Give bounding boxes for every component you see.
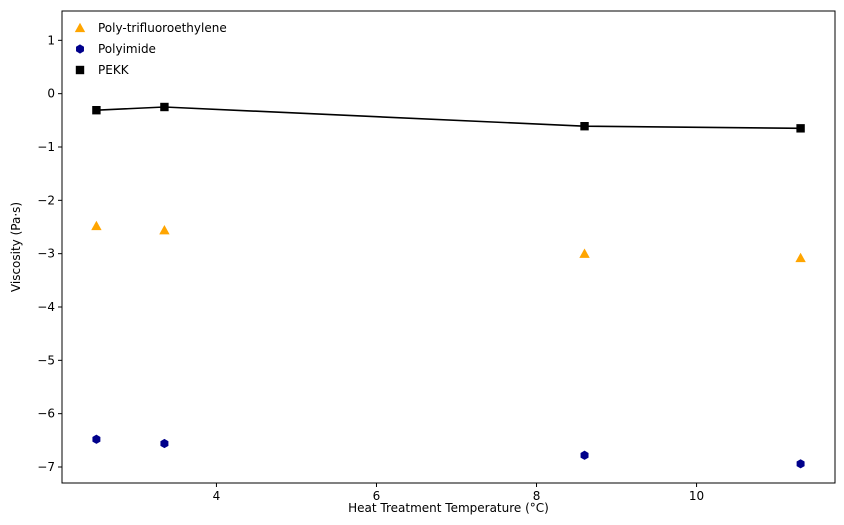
y-tick-label: 1	[47, 33, 55, 47]
legend-entry: Poly-trifluoroethylene	[74, 21, 227, 35]
x-axis-label: Heat Treatment Temperature (°C)	[348, 501, 549, 515]
y-tick-label: 0	[47, 87, 55, 101]
data-point	[91, 220, 102, 231]
plot-area	[62, 11, 835, 483]
plot-frame	[61, 10, 836, 484]
data-point	[92, 434, 101, 444]
series-layer	[91, 102, 806, 469]
y-tick-label: −4	[37, 300, 55, 314]
y-tick-label: −7	[37, 460, 55, 474]
x-tick-label: 4	[213, 489, 221, 503]
data-point	[579, 248, 590, 258]
x-tick-label: 8	[533, 489, 541, 503]
legend-label: Polyimide	[98, 42, 156, 56]
y-axis-label: Viscosity (Pa·s)	[9, 202, 23, 292]
data-point	[796, 124, 805, 133]
data-point	[160, 102, 169, 112]
series-triangle	[91, 220, 806, 263]
x-tick-label: 10	[689, 489, 704, 503]
legend-entry: Polyimide	[76, 42, 156, 56]
series-line	[96, 106, 801, 130]
legend-marker	[74, 22, 86, 33]
y-tick-label: −2	[37, 193, 55, 207]
y-tick-label: −5	[37, 353, 55, 367]
data-point	[160, 438, 169, 449]
legend-marker	[75, 65, 85, 75]
legend-marker	[76, 44, 84, 54]
series-square	[92, 102, 805, 133]
legend-label: PEKK	[98, 63, 130, 77]
y-tick-label: −6	[37, 407, 55, 421]
y-tick-label: −1	[37, 140, 55, 154]
legend-label: Poly-trifluoroethylene	[98, 21, 227, 35]
y-tick-label: −3	[37, 247, 55, 261]
data-point	[159, 225, 170, 235]
axes-layer: 4 6 8 10 −7 −6 −5 −4 −3 −2 −1 0 1	[37, 33, 704, 503]
legend-entry: PEKK	[75, 63, 130, 77]
data-point	[796, 459, 805, 469]
data-point	[580, 122, 589, 131]
x-tick-label: 6	[373, 489, 381, 503]
data-point	[580, 450, 589, 460]
data-point	[795, 252, 806, 263]
series-hexagon	[92, 434, 805, 469]
legend: Poly-trifluoroethylene Polyimide PEKK	[74, 21, 227, 77]
data-point	[92, 106, 101, 115]
